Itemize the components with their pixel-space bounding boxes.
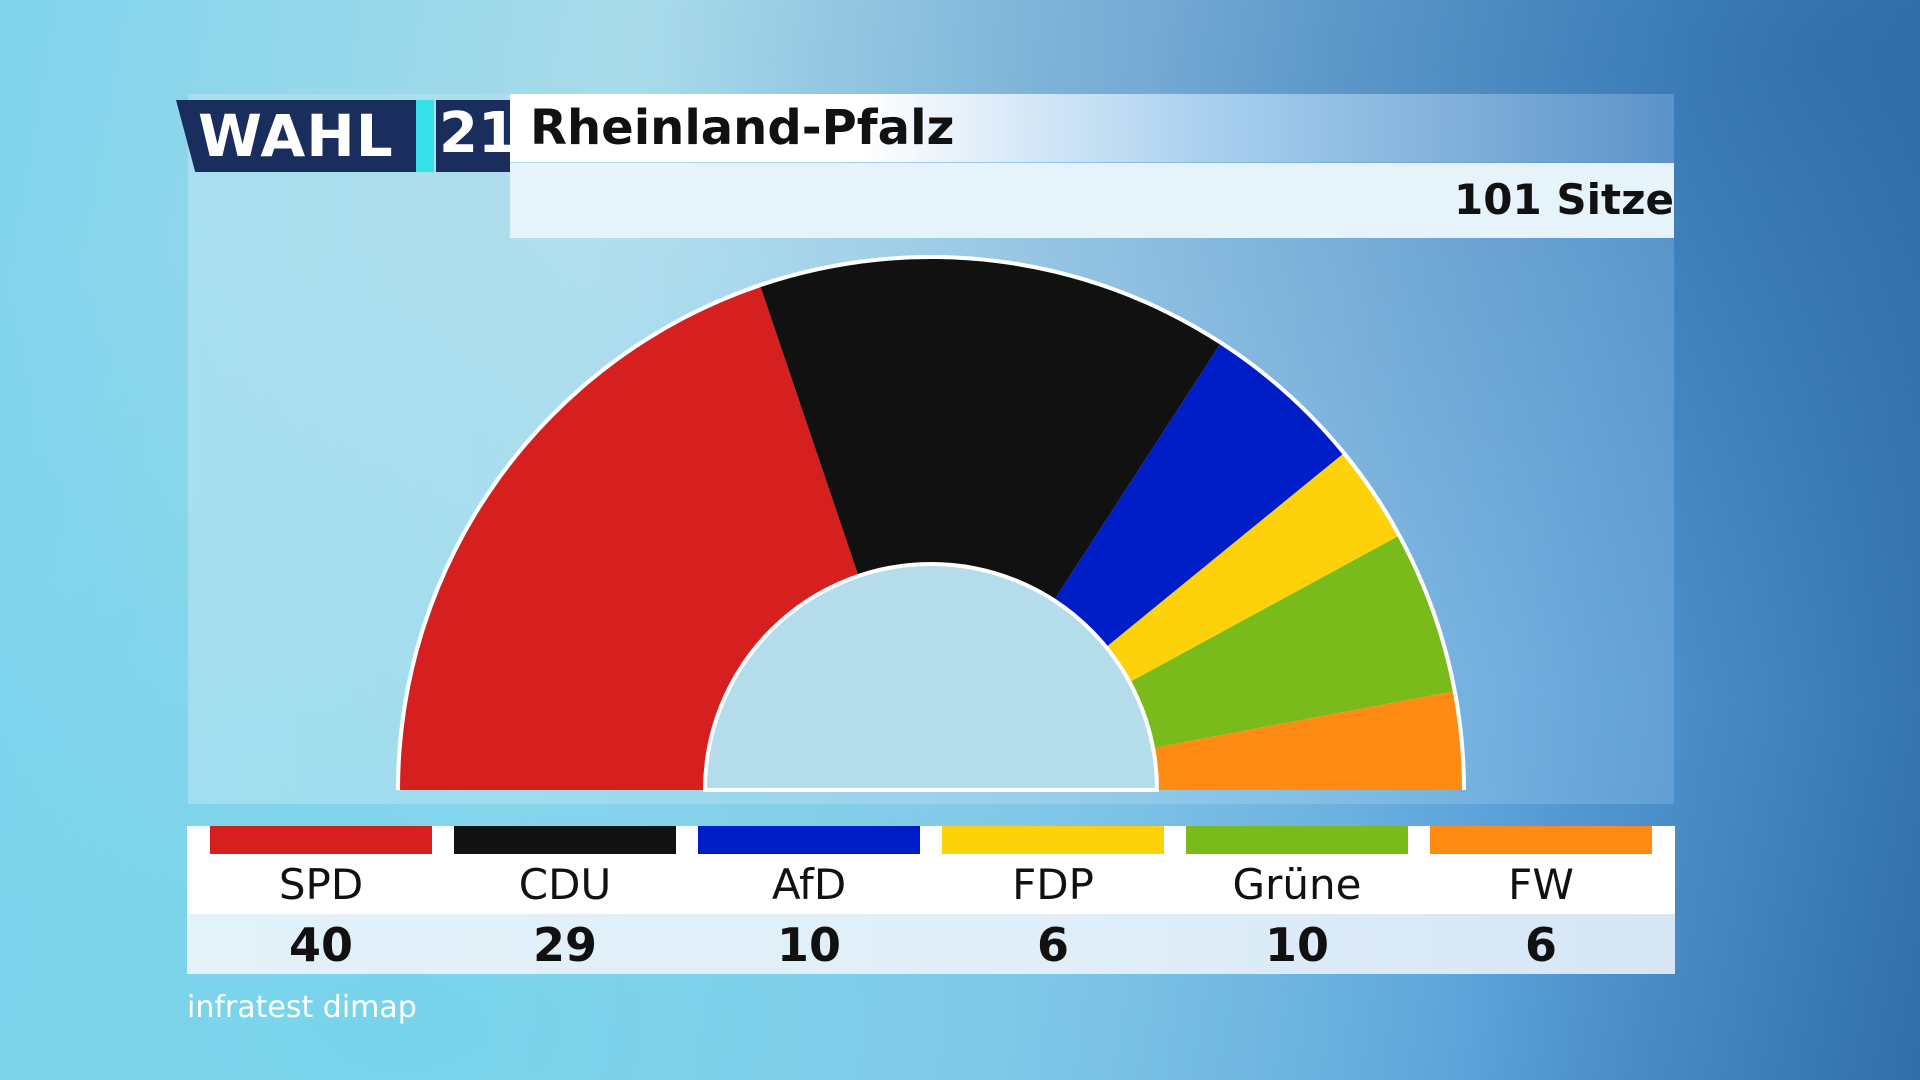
legend-seats-afd: 10 (776, 918, 841, 972)
wahl-logo: WAHL 21 (176, 100, 517, 172)
legend-column-fdp: FDP 6 (942, 826, 1164, 974)
legend-bottom-band (187, 914, 1675, 974)
legend-swatch-fdp (942, 826, 1164, 854)
title-bar (510, 94, 1674, 162)
chart-inner-hole (702, 562, 1160, 792)
seats-bar (510, 163, 1674, 238)
legend-party-spd: SPD (278, 860, 364, 909)
legend-column-afd: AfD 10 (698, 826, 920, 974)
page-title: Rheinland-Pfalz (530, 100, 955, 156)
legend-party-afd: AfD (771, 860, 847, 909)
legend-top-band (187, 826, 1675, 914)
logo-wahl-text: WAHL (198, 102, 394, 170)
chart-arcs (396, 255, 1466, 792)
legend-column-fw: FW 6 (1430, 826, 1652, 974)
legend-swatch-grne (1186, 826, 1408, 854)
legend-swatch-fw (1430, 826, 1652, 854)
logo-accent-stripe (416, 100, 434, 172)
legend-party-fw: FW (1508, 860, 1574, 909)
seat-segment-fw (1153, 691, 1462, 790)
legend-seats-fw: 6 (1524, 918, 1557, 972)
legend-column-grne: Grüne 10 (1186, 826, 1408, 974)
legend-swatch-cdu (454, 826, 676, 854)
source-credit: infratest dimap (187, 990, 417, 1025)
seat-segment-fdp (1106, 454, 1398, 683)
seat-segment-afd (1053, 344, 1343, 648)
legend-seats-cdu: 29 (532, 918, 597, 972)
legend-seats-spd: 40 (288, 918, 353, 972)
legend-party-fdp: FDP (1012, 860, 1094, 909)
logo-year-background (436, 100, 510, 172)
legend-column-cdu: CDU 29 (454, 826, 676, 974)
legend-party-cdu: CDU (518, 860, 612, 909)
seat-segment-grne (1129, 536, 1453, 749)
legend-swatch-spd (210, 826, 432, 854)
seat-segment-cdu (760, 259, 1220, 601)
legend-table: SPD 40 CDU 29 AfD 10 FDP 6 Grüne 10 FW 6 (187, 826, 1675, 974)
logo-year-text: 21 (439, 101, 517, 166)
seat-segment-spd (400, 287, 859, 790)
logo-wahl-background (176, 100, 416, 172)
legend-party-grne: Grüne (1232, 860, 1362, 909)
legend-seats-grne: 10 (1264, 918, 1329, 972)
legend-swatch-afd (698, 826, 920, 854)
seats-total-label: 101 Sitze (1454, 175, 1674, 224)
legend-column-spd: SPD 40 (210, 826, 432, 974)
legend-seats-fdp: 6 (1036, 918, 1069, 972)
